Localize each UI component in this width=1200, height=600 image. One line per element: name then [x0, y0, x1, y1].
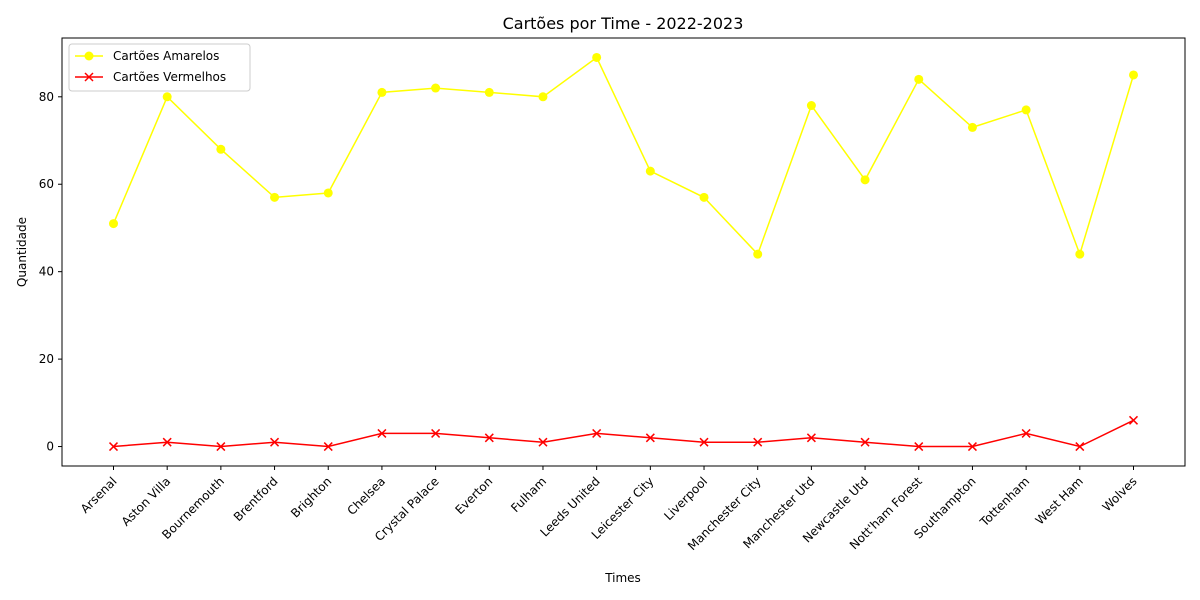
- data-point: [270, 192, 280, 202]
- series-line: [112, 56, 1135, 257]
- data-point: [484, 433, 494, 443]
- data-point: [806, 101, 816, 111]
- data-point: [1021, 428, 1031, 438]
- legend-marker: [84, 72, 94, 82]
- data-point: [699, 192, 709, 202]
- data-point: [806, 433, 816, 443]
- data-point: [592, 428, 602, 438]
- x-axis-title: Times: [604, 571, 641, 585]
- data-point: [592, 52, 602, 62]
- data-point: [431, 83, 441, 93]
- data-point: [1129, 70, 1138, 80]
- legend-label: Cartões Amarelos: [113, 49, 219, 63]
- data-point: [1075, 442, 1085, 452]
- y-axis-title: Quantidade: [15, 217, 29, 287]
- data-point: [1075, 249, 1085, 259]
- data-point: [377, 428, 387, 438]
- data-point: [538, 437, 548, 447]
- data-point: [645, 433, 655, 443]
- data-point: [484, 87, 494, 97]
- data-point: [967, 122, 977, 132]
- y-tick-label: 0: [46, 440, 54, 454]
- data-point: [699, 437, 709, 447]
- series-yellow-cards: [109, 52, 1138, 259]
- data-point: [914, 74, 924, 84]
- y-tick-label: 80: [39, 90, 54, 104]
- data-point: [860, 437, 870, 447]
- data-point: [216, 144, 226, 154]
- data-point: [967, 442, 977, 452]
- data-point: [323, 442, 333, 452]
- chart-title: Cartões por Time - 2022-2023: [503, 14, 744, 33]
- y-tick-label: 40: [39, 265, 54, 279]
- data-point: [216, 442, 226, 452]
- data-point: [645, 166, 655, 176]
- data-point: [753, 249, 763, 259]
- series-line: [113, 419, 1134, 448]
- data-point: [1128, 415, 1139, 425]
- data-point: [108, 442, 119, 452]
- data-point: [538, 92, 548, 102]
- data-point: [860, 175, 870, 185]
- legend-label: Cartões Vermelhos: [113, 70, 226, 84]
- data-point: [377, 87, 387, 97]
- data-point: [753, 437, 763, 447]
- series-red-cards: [108, 415, 1139, 452]
- y-tick-label: 60: [39, 177, 54, 191]
- data-point: [431, 428, 441, 438]
- data-point: [1021, 105, 1031, 115]
- data-point: [162, 437, 172, 447]
- legend: Cartões Amarelos Cartões Vermelhos: [68, 43, 251, 92]
- legend-box: [68, 43, 251, 92]
- data-point: [270, 437, 280, 447]
- y-tick-label: 20: [39, 352, 54, 366]
- data-point: [109, 219, 118, 229]
- data-point: [323, 188, 333, 198]
- data-point: [914, 442, 924, 452]
- axes-frame: [61, 37, 1186, 467]
- data-point: [162, 92, 172, 102]
- legend-marker: [84, 51, 94, 61]
